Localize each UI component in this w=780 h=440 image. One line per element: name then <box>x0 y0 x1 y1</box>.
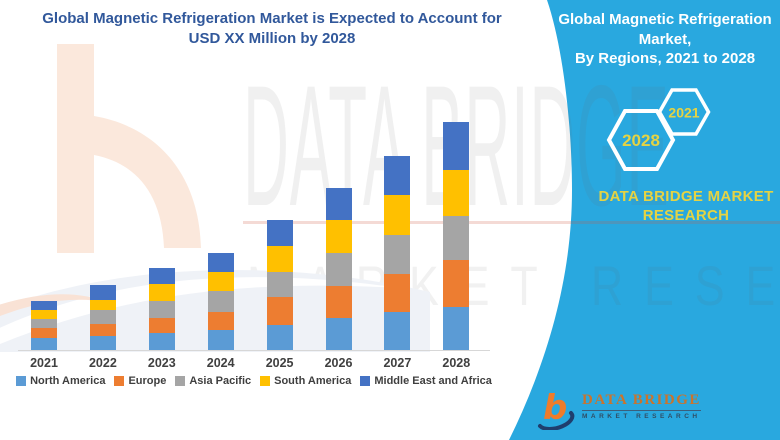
legend-label: Middle East and Africa <box>374 375 492 387</box>
segment-middle-east-and-africa <box>443 122 470 170</box>
legend-label: Europe <box>128 375 167 387</box>
stacked-bar-2021 <box>31 301 57 350</box>
segment-europe <box>384 274 411 312</box>
segment-asia-pacific <box>207 291 234 312</box>
segment-south-america <box>31 310 57 319</box>
legend-item-middle-east-and-africa: Middle East and Africa <box>360 375 492 387</box>
chart-title: Global Magnetic Refrigeration Market is … <box>22 9 522 49</box>
stacked-bar-2025 <box>266 220 293 350</box>
segment-asia-pacific <box>31 319 57 328</box>
segment-asia-pacific <box>384 235 411 274</box>
legend-label: South America <box>274 375 352 387</box>
hexagon-badges: 2028 2021 <box>606 88 711 171</box>
segment-europe <box>266 297 293 325</box>
segment-middle-east-and-africa <box>384 156 411 195</box>
segment-asia-pacific <box>443 216 470 260</box>
hexagon-2021 <box>657 88 711 136</box>
legend-swatch <box>360 376 371 386</box>
logo-name: DATA BRIDGE <box>582 392 701 411</box>
segment-north-america <box>207 330 234 350</box>
segment-europe <box>443 260 470 307</box>
segment-europe <box>148 318 175 333</box>
segment-europe <box>31 328 57 338</box>
panel-title-line2: Market, <box>638 30 692 48</box>
legend-item-europe: Europe <box>114 375 166 387</box>
stacked-bar-2027 <box>384 156 411 350</box>
x-tick-2021: 2021 <box>30 356 58 370</box>
segment-south-america <box>148 284 175 301</box>
x-tick-2028: 2028 <box>442 356 471 370</box>
hexagon-2028-year: 2028 <box>622 131 660 150</box>
segment-south-america <box>266 246 293 272</box>
chart-title-line2: USD XX Million by 2028 <box>188 30 356 47</box>
segment-europe <box>89 324 116 336</box>
segment-north-america <box>266 325 293 350</box>
panel-title: Global Magnetic Refrigeration Market, By… <box>550 10 780 69</box>
segment-middle-east-and-africa <box>31 301 57 310</box>
legend-item-south-america: South America <box>260 375 351 387</box>
databridge-logo: b DATA BRIDGE MARKET RESEARCH <box>537 386 701 430</box>
panel-title-line1: Global Magnetic Refrigeration <box>558 11 772 28</box>
hexagon-2028 <box>606 109 676 171</box>
stacked-bar-2023 <box>148 268 175 350</box>
segment-middle-east-and-africa <box>148 268 175 284</box>
logo-text: DATA BRIDGE MARKET RESEARCH <box>582 386 701 420</box>
legend-swatch <box>260 376 271 386</box>
x-tick-2025: 2025 <box>265 356 294 370</box>
legend-item-asia-pacific: Asia Pacific <box>175 375 251 387</box>
x-tick-2023: 2023 <box>147 356 176 370</box>
panel-title-line3: By Regions, 2021 to 2028 <box>574 50 756 67</box>
x-tick-2027: 2027 <box>383 356 412 370</box>
segment-europe <box>325 286 352 318</box>
segment-south-america <box>325 220 352 253</box>
stacked-bar-2028 <box>443 122 470 350</box>
databridge-logo-icon: b <box>538 388 575 430</box>
segment-north-america <box>443 307 470 350</box>
x-tick-2022: 2022 <box>88 356 117 370</box>
segment-asia-pacific <box>266 272 293 297</box>
segment-middle-east-and-africa <box>325 188 352 220</box>
stacked-bar-2022 <box>89 285 116 350</box>
segment-south-america <box>89 300 116 310</box>
stacked-bar-2026 <box>325 188 352 350</box>
logo-subtext: MARKET RESEARCH <box>582 413 701 420</box>
segment-south-america <box>443 170 470 216</box>
legend-swatch <box>175 376 186 386</box>
legend-item-north-america: North America <box>16 375 105 387</box>
segment-middle-east-and-africa <box>207 253 234 272</box>
stacked-bar-2024 <box>207 253 234 350</box>
segment-north-america <box>89 336 116 350</box>
x-tick-2024: 2024 <box>206 356 235 370</box>
brand-text: DATA BRIDGE MARKET RESEARCH <box>594 187 778 225</box>
segment-north-america <box>148 333 175 350</box>
brand-line2: RESEARCH <box>642 207 730 224</box>
legend-label: North America <box>30 375 106 387</box>
legend-swatch <box>114 376 125 386</box>
segment-south-america <box>384 195 411 235</box>
chart-legend: North America Europe Asia Pacific South Ame… <box>8 375 500 387</box>
segment-south-america <box>207 272 234 291</box>
brand-line1: DATA BRIDGE MARKET <box>598 188 774 205</box>
segment-north-america <box>325 318 352 350</box>
segment-europe <box>207 312 234 330</box>
segment-middle-east-and-africa <box>89 285 116 300</box>
segment-middle-east-and-africa <box>266 220 293 246</box>
logo-monogram: b <box>543 388 567 428</box>
segment-asia-pacific <box>89 310 116 324</box>
segment-north-america <box>384 312 411 350</box>
segment-asia-pacific <box>325 253 352 286</box>
legend-swatch <box>16 376 27 386</box>
chart-title-line1: Global Magnetic Refrigeration Market is … <box>42 10 502 27</box>
x-tick-2026: 2026 <box>324 356 353 370</box>
segment-asia-pacific <box>148 301 175 318</box>
logo-swoosh <box>538 411 575 430</box>
hexagon-2021-year: 2021 <box>668 105 699 121</box>
segment-north-america <box>31 338 57 350</box>
x-axis-line <box>18 350 490 351</box>
legend-label: Asia Pacific <box>189 375 252 387</box>
